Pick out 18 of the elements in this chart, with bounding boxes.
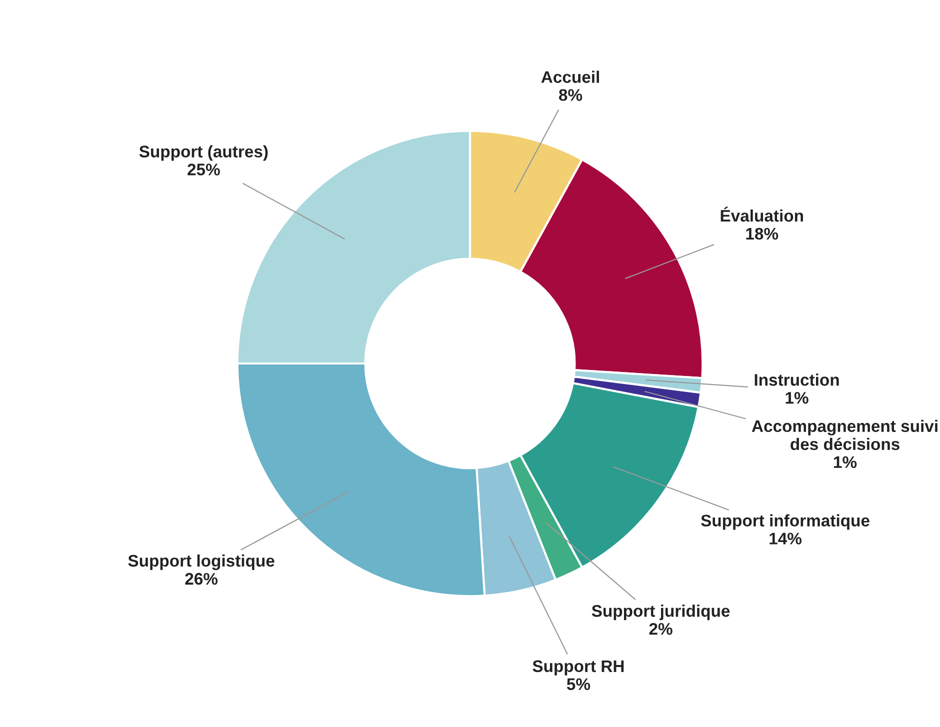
data-label: 26% — [185, 572, 218, 585]
slice-label: Support (autres) — [139, 145, 268, 161]
data-label: 1% — [786, 392, 808, 404]
data-label: 2% — [649, 623, 672, 635]
data-label: 1% — [834, 456, 857, 468]
data-label: 5% — [566, 678, 590, 690]
slice-label: Support informatique — [701, 514, 870, 530]
slice-label: Instruction — [754, 374, 839, 386]
slice-label: Accompagnement suivi des décisions — [752, 420, 938, 450]
data-label: 25% — [188, 164, 220, 176]
slice-label: Support juridique — [592, 604, 730, 620]
data-label: 14% — [770, 532, 802, 544]
data-label: 8% — [559, 89, 582, 101]
slice-label: Support logistique — [128, 554, 274, 570]
data-label: 18% — [746, 228, 778, 240]
slice-label: Support RH — [532, 660, 624, 676]
slice-label: Accueil — [541, 70, 599, 83]
slice-label: Évaluation — [720, 206, 803, 222]
